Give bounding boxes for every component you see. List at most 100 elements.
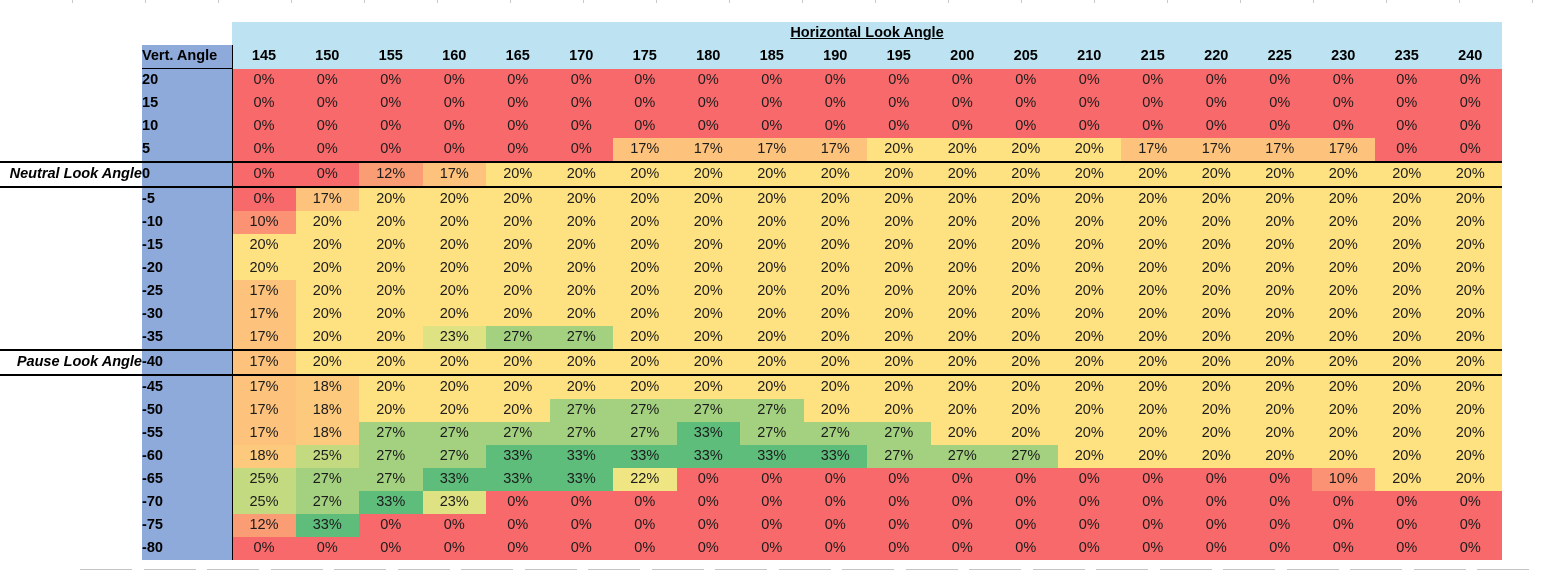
value-cell--5-240[interactable]: 20%	[1438, 187, 1502, 211]
value-cell--30-220[interactable]: 20%	[1184, 303, 1248, 326]
value-cell--35-180[interactable]: 20%	[676, 326, 740, 350]
value-cell--5-200[interactable]: 20%	[930, 187, 994, 211]
value-cell--40-195[interactable]: 20%	[867, 349, 931, 376]
row-header--70[interactable]: -70	[142, 491, 233, 514]
value-cell--15-230[interactable]: 20%	[1311, 234, 1375, 257]
value-cell--30-180[interactable]: 20%	[676, 303, 740, 326]
value-cell--55-240[interactable]: 20%	[1438, 422, 1502, 445]
value-cell--60-170[interactable]: 33%	[549, 445, 613, 468]
value-cell-10-150[interactable]: 0%	[295, 115, 359, 138]
value-cell--65-230[interactable]: 10%	[1311, 468, 1375, 491]
value-cell--65-200[interactable]: 0%	[930, 468, 994, 491]
value-cell--70-145[interactable]: 25%	[232, 491, 296, 514]
col-header-170[interactable]: 170	[549, 45, 613, 69]
value-cell--60-225[interactable]: 20%	[1248, 445, 1312, 468]
value-cell--40-215[interactable]: 20%	[1121, 349, 1185, 376]
value-cell--20-155[interactable]: 20%	[359, 257, 423, 280]
value-cell-10-170[interactable]: 0%	[549, 115, 613, 138]
value-cell--25-240[interactable]: 20%	[1438, 280, 1502, 303]
value-cell--75-165[interactable]: 0%	[486, 514, 550, 537]
value-cell--10-235[interactable]: 20%	[1375, 211, 1439, 234]
value-cell--35-185[interactable]: 20%	[740, 326, 804, 350]
value-cell--80-160[interactable]: 0%	[422, 537, 486, 560]
value-cell-5-180[interactable]: 17%	[676, 138, 740, 162]
value-cell--20-205[interactable]: 20%	[994, 257, 1058, 280]
value-cell-15-185[interactable]: 0%	[740, 92, 804, 115]
value-cell--15-155[interactable]: 20%	[359, 234, 423, 257]
col-header-185[interactable]: 185	[740, 45, 804, 69]
value-cell--80-205[interactable]: 0%	[994, 537, 1058, 560]
value-cell--75-160[interactable]: 0%	[422, 514, 486, 537]
value-cell--50-210[interactable]: 20%	[1057, 399, 1121, 422]
value-cell--10-175[interactable]: 20%	[613, 211, 677, 234]
value-cell--55-190[interactable]: 27%	[803, 422, 867, 445]
value-cell-10-165[interactable]: 0%	[486, 115, 550, 138]
value-cell-10-190[interactable]: 0%	[803, 115, 867, 138]
value-cell--5-225[interactable]: 20%	[1248, 187, 1312, 211]
value-cell--5-165[interactable]: 20%	[486, 187, 550, 211]
value-cell--40-180[interactable]: 20%	[676, 349, 740, 376]
value-cell--45-210[interactable]: 20%	[1057, 375, 1121, 399]
value-cell--80-195[interactable]: 0%	[867, 537, 931, 560]
value-cell--45-220[interactable]: 20%	[1184, 375, 1248, 399]
col-header-220[interactable]: 220	[1184, 45, 1248, 69]
value-cell--10-230[interactable]: 20%	[1311, 211, 1375, 234]
value-cell--30-235[interactable]: 20%	[1375, 303, 1439, 326]
value-cell--25-195[interactable]: 20%	[867, 280, 931, 303]
value-cell--60-155[interactable]: 27%	[359, 445, 423, 468]
value-cell--5-160[interactable]: 20%	[422, 187, 486, 211]
value-cell--65-155[interactable]: 27%	[359, 468, 423, 491]
value-cell-5-145[interactable]: 0%	[232, 138, 296, 162]
value-cell--5-235[interactable]: 20%	[1375, 187, 1439, 211]
value-cell--80-210[interactable]: 0%	[1057, 537, 1121, 560]
value-cell--10-155[interactable]: 20%	[359, 211, 423, 234]
row-header-15[interactable]: 15	[142, 92, 233, 115]
value-cell--50-205[interactable]: 20%	[994, 399, 1058, 422]
value-cell-5-220[interactable]: 17%	[1184, 138, 1248, 162]
value-cell-20-225[interactable]: 0%	[1248, 68, 1312, 92]
value-cell-0-235[interactable]: 20%	[1375, 161, 1439, 188]
value-cell--75-175[interactable]: 0%	[613, 514, 677, 537]
value-cell--70-215[interactable]: 0%	[1121, 491, 1185, 514]
row-header--10[interactable]: -10	[142, 211, 233, 234]
value-cell-10-210[interactable]: 0%	[1057, 115, 1121, 138]
value-cell--80-200[interactable]: 0%	[930, 537, 994, 560]
value-cell--25-220[interactable]: 20%	[1184, 280, 1248, 303]
value-cell--15-145[interactable]: 20%	[232, 234, 296, 257]
value-cell--30-160[interactable]: 20%	[422, 303, 486, 326]
value-cell--55-205[interactable]: 20%	[994, 422, 1058, 445]
vert-angle-corner-cell[interactable]: Vert. Angle	[142, 45, 233, 69]
value-cell-20-190[interactable]: 0%	[803, 68, 867, 92]
value-cell--50-145[interactable]: 17%	[232, 399, 296, 422]
value-cell-15-225[interactable]: 0%	[1248, 92, 1312, 115]
value-cell--5-175[interactable]: 20%	[613, 187, 677, 211]
value-cell--30-215[interactable]: 20%	[1121, 303, 1185, 326]
value-cell-20-165[interactable]: 0%	[486, 68, 550, 92]
value-cell--20-190[interactable]: 20%	[803, 257, 867, 280]
value-cell--15-215[interactable]: 20%	[1121, 234, 1185, 257]
value-cell-10-175[interactable]: 0%	[613, 115, 677, 138]
value-cell--5-230[interactable]: 20%	[1311, 187, 1375, 211]
value-cell--5-145[interactable]: 0%	[232, 187, 296, 211]
value-cell--65-190[interactable]: 0%	[803, 468, 867, 491]
row-header--65[interactable]: -65	[142, 468, 233, 491]
value-cell--70-150[interactable]: 27%	[295, 491, 359, 514]
value-cell--60-240[interactable]: 20%	[1438, 445, 1502, 468]
value-cell--10-210[interactable]: 20%	[1057, 211, 1121, 234]
value-cell--80-175[interactable]: 0%	[613, 537, 677, 560]
value-cell--55-195[interactable]: 27%	[867, 422, 931, 445]
value-cell-10-235[interactable]: 0%	[1375, 115, 1439, 138]
value-cell--35-205[interactable]: 20%	[994, 326, 1058, 350]
value-cell--40-155[interactable]: 20%	[359, 349, 423, 376]
value-cell-5-240[interactable]: 0%	[1438, 138, 1502, 162]
value-cell--25-230[interactable]: 20%	[1311, 280, 1375, 303]
value-cell--70-220[interactable]: 0%	[1184, 491, 1248, 514]
value-cell--20-160[interactable]: 20%	[422, 257, 486, 280]
value-cell--50-175[interactable]: 27%	[613, 399, 677, 422]
value-cell--15-185[interactable]: 20%	[740, 234, 804, 257]
value-cell--80-150[interactable]: 0%	[295, 537, 359, 560]
row-header--80[interactable]: -80	[142, 537, 233, 560]
value-cell-15-195[interactable]: 0%	[867, 92, 931, 115]
value-cell-0-225[interactable]: 20%	[1248, 161, 1312, 188]
value-cell-0-155[interactable]: 12%	[359, 161, 423, 188]
